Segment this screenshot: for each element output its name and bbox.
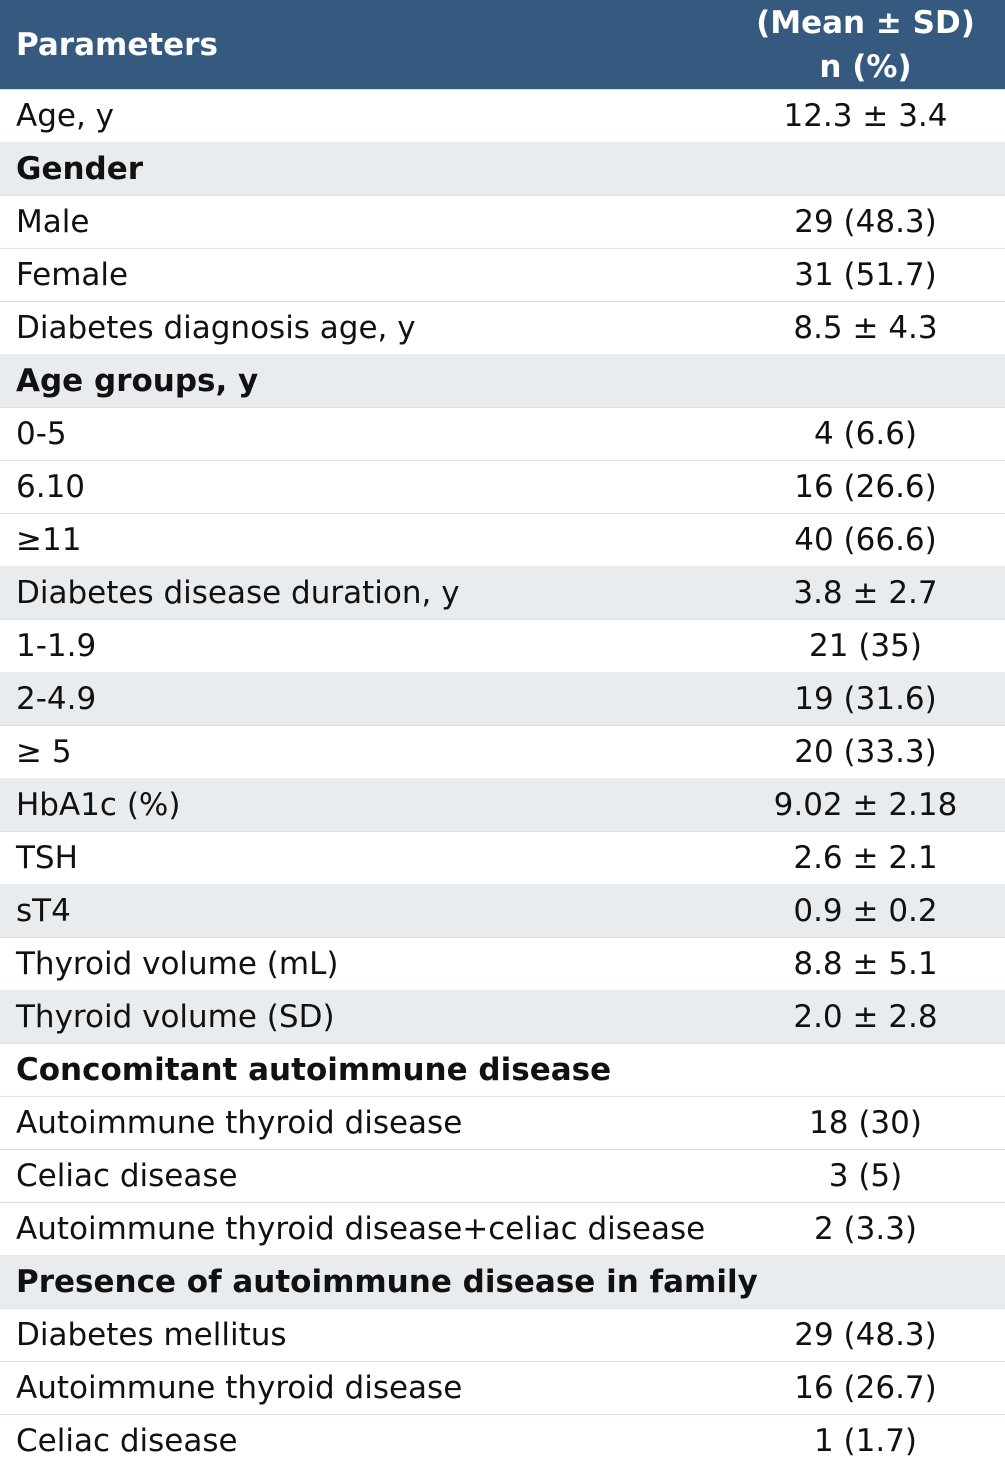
group-header-row: Presence of autoimmune disease in family bbox=[0, 1255, 1005, 1308]
row-label: Concomitant autoimmune disease bbox=[16, 1052, 612, 1088]
header-parameters: Parameters bbox=[16, 26, 218, 63]
row-label: Presence of autoimmune disease in family bbox=[16, 1264, 758, 1300]
row-value: 3.8 ± 2.7 bbox=[793, 575, 938, 611]
row-label: Thyroid volume (SD) bbox=[16, 999, 335, 1035]
table-row: Diabetes diagnosis age, y 8.5 ± 4.3 bbox=[0, 301, 1005, 354]
table-row: Thyroid volume (mL) 8.8 ± 5.1 bbox=[0, 937, 1005, 990]
row-label: 2-4.9 bbox=[16, 681, 97, 717]
row-label: Gender bbox=[16, 151, 144, 187]
table-row: ≥11 40 (66.6) bbox=[0, 513, 1005, 566]
row-label: Age groups, y bbox=[16, 363, 259, 399]
row-label: HbA1c (%) bbox=[16, 787, 181, 823]
row-label: Autoimmune thyroid disease bbox=[16, 1105, 463, 1141]
table-row: Age, y 12.3 ± 3.4 bbox=[0, 89, 1005, 142]
row-label: Celiac disease bbox=[16, 1423, 238, 1459]
row-label: Diabetes mellitus bbox=[16, 1317, 287, 1353]
row-label: 0-5 bbox=[16, 416, 67, 452]
header-values-line2: n (%) bbox=[819, 48, 912, 85]
row-value: 3 (5) bbox=[828, 1158, 903, 1194]
row-value: 40 (66.6) bbox=[794, 522, 937, 558]
row-label: TSH bbox=[16, 840, 78, 876]
table-row: 1-1.9 21 (35) bbox=[0, 619, 1005, 672]
row-value: 2 (3.3) bbox=[813, 1211, 918, 1247]
row-label: Thyroid volume (mL) bbox=[16, 946, 339, 982]
table-row: Celiac disease 3 (5) bbox=[0, 1149, 1005, 1202]
row-label: Female bbox=[16, 257, 129, 293]
table-row: Thyroid volume (SD) 2.0 ± 2.8 bbox=[0, 990, 1005, 1043]
header-values: (Mean ± SD) n (%) bbox=[736, 1, 1005, 89]
row-value: 18 (30) bbox=[809, 1105, 922, 1141]
table-row: sT4 0.9 ± 0.2 bbox=[0, 884, 1005, 937]
table-row: HbA1c (%) 9.02 ± 2.18 bbox=[0, 778, 1005, 831]
row-value: 19 (31.6) bbox=[794, 681, 937, 717]
row-value: 29 (48.3) bbox=[794, 1317, 937, 1353]
table-row: 6.10 16 (26.6) bbox=[0, 460, 1005, 513]
row-value: 29 (48.3) bbox=[794, 204, 937, 240]
table-row: Female 31 (51.7) bbox=[0, 248, 1005, 301]
row-value: 0.9 ± 0.2 bbox=[793, 893, 938, 929]
table-row: Autoimmune thyroid disease 18 (30) bbox=[0, 1096, 1005, 1149]
row-value: 21 (35) bbox=[809, 628, 922, 664]
row-label: Diabetes disease duration, y bbox=[16, 575, 460, 611]
row-value: 8.8 ± 5.1 bbox=[793, 946, 938, 982]
header-values-line1: (Mean ± SD) bbox=[756, 4, 975, 41]
row-value: 16 (26.6) bbox=[794, 469, 937, 505]
row-value: 31 (51.7) bbox=[794, 257, 937, 293]
row-label: Diabetes diagnosis age, y bbox=[16, 310, 416, 346]
row-value: 20 (33.3) bbox=[794, 734, 937, 770]
row-value: 16 (26.7) bbox=[794, 1370, 937, 1406]
group-header-row: Age groups, y bbox=[0, 354, 1005, 407]
row-label: Age, y bbox=[16, 98, 115, 134]
group-header-row: Gender bbox=[0, 142, 1005, 195]
row-value: 8.5 ± 4.3 bbox=[793, 310, 938, 346]
table-row: TSH 2.6 ± 2.1 bbox=[0, 831, 1005, 884]
row-value: 2.6 ± 2.1 bbox=[793, 840, 938, 876]
table-row: ≥ 5 20 (33.3) bbox=[0, 725, 1005, 778]
row-label: Autoimmune thyroid disease bbox=[16, 1370, 463, 1406]
table-row: Diabetes mellitus 29 (48.3) bbox=[0, 1308, 1005, 1361]
row-value: 12.3 ± 3.4 bbox=[783, 98, 948, 134]
row-value: 1 (1.7) bbox=[813, 1423, 918, 1459]
row-label: ≥11 bbox=[16, 522, 82, 558]
table-row: Celiac disease 1 (1.7) bbox=[0, 1414, 1005, 1467]
table-body: Age, y 12.3 ± 3.4 Gender Male 29 (48.3) Femal… bbox=[0, 89, 1005, 1467]
table-row: Diabetes disease duration, y 3.8 ± 2.7 bbox=[0, 566, 1005, 619]
row-value: 2.0 ± 2.8 bbox=[793, 999, 938, 1035]
table-row: Male 29 (48.3) bbox=[0, 195, 1005, 248]
table-row: Autoimmune thyroid disease 16 (26.7) bbox=[0, 1361, 1005, 1414]
table-row: 0-5 4 (6.6) bbox=[0, 407, 1005, 460]
row-label: sT4 bbox=[16, 893, 71, 929]
row-value: 4 (6.6) bbox=[813, 416, 918, 452]
table-header: Parameters (Mean ± SD) n (%) bbox=[0, 0, 1005, 89]
row-label: Male bbox=[16, 204, 90, 240]
row-label: ≥ 5 bbox=[16, 734, 72, 770]
row-label: Autoimmune thyroid disease+celiac diseas… bbox=[16, 1211, 706, 1247]
group-header-row: Concomitant autoimmune disease bbox=[0, 1043, 1005, 1096]
row-label: Celiac disease bbox=[16, 1158, 238, 1194]
row-label: 1-1.9 bbox=[16, 628, 97, 664]
table-row: 2-4.9 19 (31.6) bbox=[0, 672, 1005, 725]
row-label: 6.10 bbox=[16, 469, 86, 505]
row-value: 9.02 ± 2.18 bbox=[773, 787, 958, 823]
table-row: Autoimmune thyroid disease+celiac diseas… bbox=[0, 1202, 1005, 1255]
